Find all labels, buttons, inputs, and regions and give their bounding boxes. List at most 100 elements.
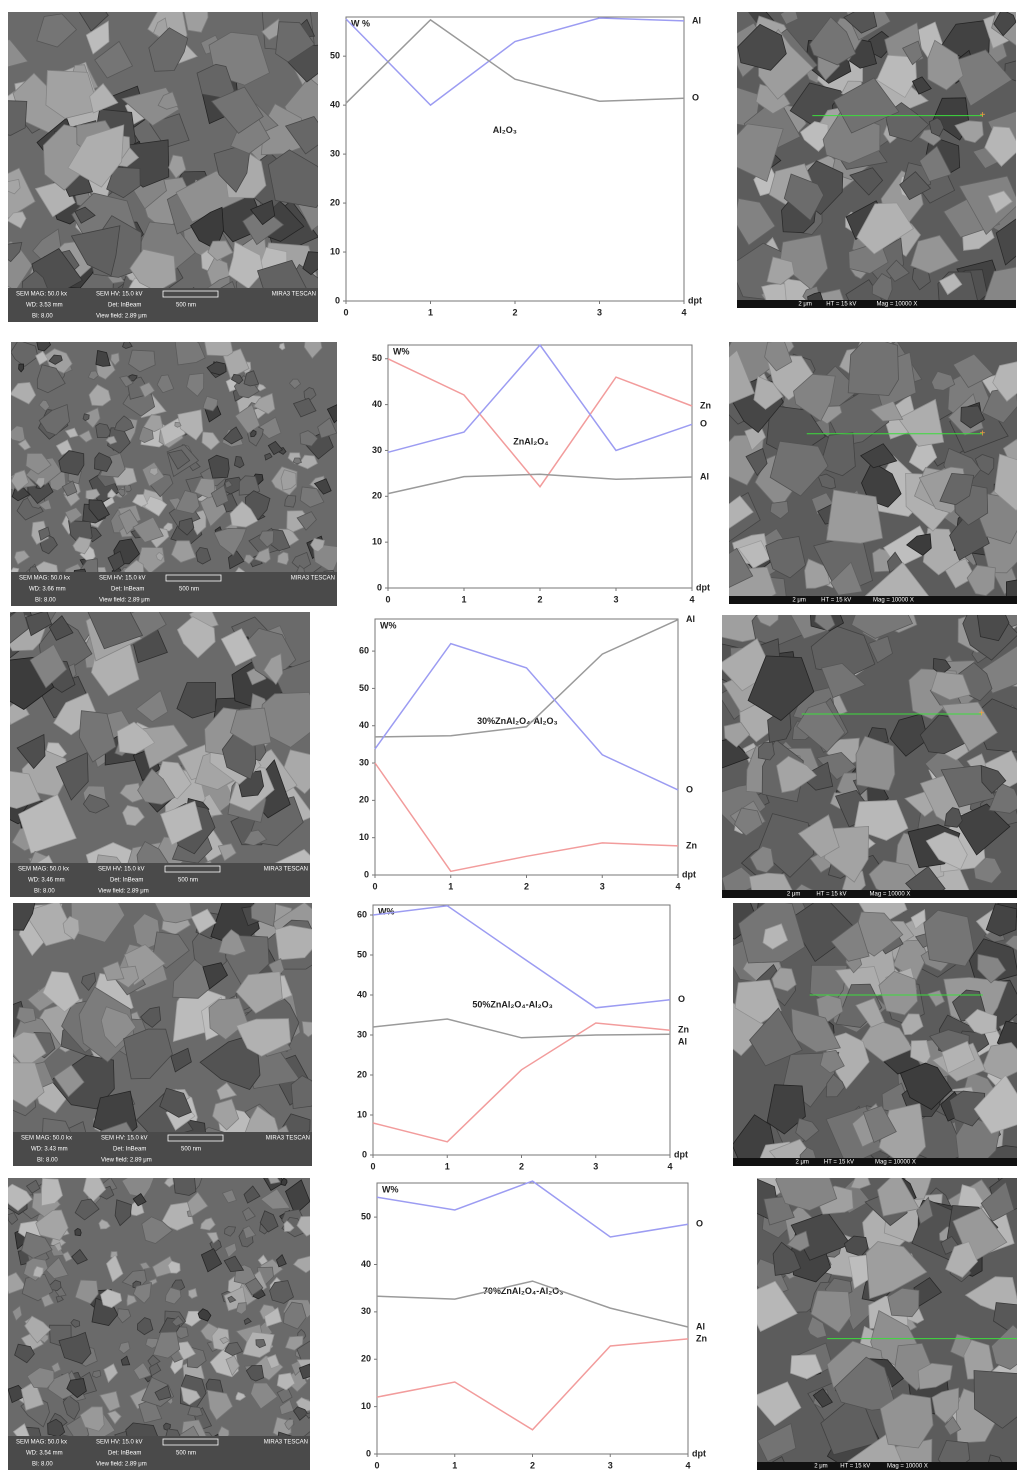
legend-label: Zn [700, 400, 711, 410]
info-text: WD: 3.53 mm [26, 303, 63, 309]
info-text: SEM HV: 15.0 kV [99, 576, 145, 582]
plot-frame [373, 905, 670, 1155]
legend-label: O [700, 419, 707, 429]
x-tick-label: 4 [681, 307, 686, 317]
figure: SEM MAG: 50.0 kx SEM HV: 15.0 kV MIRA3 TES… [0, 0, 1017, 1473]
info-text: MIRA3 TESCAN [266, 1136, 310, 1142]
chart-title: 30%ZnAl₂O₄-Al₂O₃ [477, 716, 557, 726]
texture-blob [827, 490, 883, 543]
plot-frame [377, 1183, 688, 1454]
info-text: BI: 8.00 [35, 598, 56, 604]
legend-label: Al [700, 471, 709, 481]
sem-image [730, 1150, 1017, 1473]
y-tick-label: 50 [361, 1211, 371, 1221]
plot-frame [346, 17, 684, 301]
info-text: 2 μm [792, 598, 805, 604]
x-axis-label: dpt [696, 582, 710, 592]
data-line [388, 474, 692, 493]
info-text: WD: 3.43 mm [31, 1147, 68, 1153]
texture-blob [856, 736, 895, 790]
legend-label: Al [686, 614, 695, 624]
y-tick-label: 30 [361, 1306, 371, 1316]
x-tick-label: 1 [445, 1161, 450, 1171]
x-tick-label: 0 [370, 1161, 375, 1171]
y-tick-label: 0 [377, 582, 382, 592]
info-text: Det: InBeam [110, 878, 143, 884]
info-text: 500 nm [181, 1147, 201, 1153]
y-tick-label: 20 [359, 795, 369, 805]
info-text: View field: 2.89 μm [96, 314, 147, 320]
texture-blob [123, 340, 133, 349]
info-text: BI: 8.00 [32, 314, 53, 320]
chart-title: ZnAl₂O₄ [513, 437, 548, 447]
x-tick-label: 4 [685, 1460, 690, 1470]
profile-end: + [980, 428, 986, 439]
chart-title: Al₂O₃ [493, 125, 517, 135]
x-axis-label: dpt [688, 295, 702, 305]
texture-blob [75, 1228, 81, 1235]
legend-label: Zn [678, 1025, 689, 1035]
info-text: View field: 2.89 μm [99, 598, 150, 604]
texture-blob [8, 426, 25, 442]
info-text: WD: 3.66 mm [29, 587, 66, 593]
y-tick-label: 0 [364, 869, 369, 879]
x-tick-label: 3 [608, 1460, 613, 1470]
info-text: View field: 2.89 μm [98, 889, 149, 895]
sem-image [718, 879, 1017, 1193]
data-line [373, 1019, 670, 1038]
texture-blob [92, 1370, 101, 1377]
info-text: View field: 2.89 μm [96, 1462, 147, 1468]
x-tick-label: 1 [428, 307, 433, 317]
x-axis-label: dpt [674, 1149, 688, 1159]
x-tick-label: 0 [372, 881, 377, 891]
y-tick-label: 50 [357, 949, 367, 959]
info-text: 500 nm [176, 1451, 196, 1457]
y-tick-label: 20 [361, 1354, 371, 1364]
x-tick-label: 4 [689, 594, 694, 604]
x-tick-label: 4 [667, 1161, 672, 1171]
legend-label: Al [678, 1037, 687, 1047]
y-tick-label: 40 [359, 720, 369, 730]
y-tick-label: 20 [330, 197, 340, 207]
y-tick-label: 10 [372, 537, 382, 547]
info-text: SEM MAG: 50.0 kx [16, 292, 67, 298]
info-text: SEM MAG: 50.0 kx [19, 576, 70, 582]
info-text: SEM HV: 15.0 kV [96, 1440, 142, 1446]
data-line [377, 1181, 688, 1237]
y-tick-label: 30 [372, 445, 382, 455]
info-text: HT = 15 kV [816, 892, 846, 898]
legend-label: O [696, 1219, 703, 1229]
x-tick-label: 3 [597, 307, 602, 317]
data-line [373, 1023, 670, 1142]
x-tick-label: 2 [530, 1460, 535, 1470]
chart-title: 50%ZnAl₂O₄-Al₂O₃ [472, 999, 552, 1009]
texture-blob [175, 334, 205, 365]
y-axis-label: W% [380, 620, 397, 630]
x-tick-label: 1 [448, 881, 453, 891]
info-text: 500 nm [179, 587, 199, 593]
data-line [346, 18, 684, 105]
y-tick-label: 40 [372, 399, 382, 409]
info-text: MIRA3 TESCAN [291, 576, 335, 582]
texture-blob [204, 331, 233, 356]
x-tick-label: 1 [461, 594, 466, 604]
texture-blob [268, 150, 331, 208]
x-tick-label: 2 [519, 1161, 524, 1171]
profile-end: + [980, 110, 986, 121]
x-tick-label: 1 [452, 1460, 457, 1470]
info-text: Det: InBeam [108, 303, 141, 309]
info-text: 2 μm [814, 1464, 827, 1470]
y-tick-label: 50 [330, 51, 340, 61]
info-text: 2 μm [787, 892, 800, 898]
texture-blob [924, 910, 974, 966]
y-axis-label: W% [393, 346, 410, 356]
profile-end: + [979, 709, 985, 720]
sem-image [704, 586, 1017, 913]
y-tick-label: 40 [330, 100, 340, 110]
y-tick-label: 30 [359, 757, 369, 767]
y-tick-label: 50 [372, 353, 382, 363]
data-line [373, 906, 670, 1008]
info-text: Mag = 10000 X [875, 1160, 916, 1166]
y-tick-label: 0 [362, 1149, 367, 1159]
x-tick-label: 0 [385, 594, 390, 604]
